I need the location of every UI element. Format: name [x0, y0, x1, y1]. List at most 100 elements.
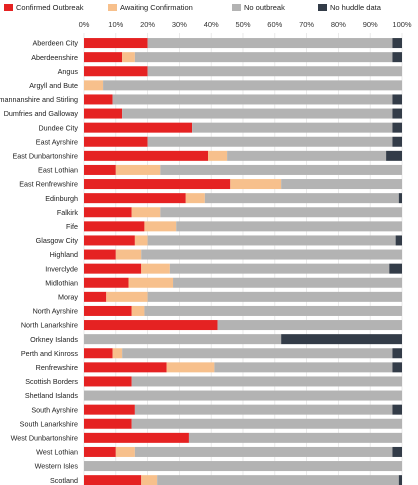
category-label: Fife: [66, 222, 78, 231]
bar-segment: [192, 122, 393, 133]
bar-segment: [112, 94, 393, 105]
bar-segment: [84, 179, 231, 190]
x-tick-label: 30%: [172, 20, 187, 29]
bar-segment: [147, 66, 402, 77]
category-label: Orkney Islands: [30, 335, 78, 344]
x-tick-label: 90%: [363, 20, 378, 29]
bar-segment: [103, 80, 402, 91]
bar-segment: [84, 418, 132, 429]
bar-segment: [131, 305, 145, 316]
category-label: Glasgow City: [36, 236, 79, 245]
category-label: Renfrewshire: [36, 363, 78, 372]
bar-segment: [204, 193, 399, 204]
bar-segment: [84, 221, 145, 232]
bar-segment: [131, 418, 402, 429]
bar-segment: [84, 136, 148, 147]
x-tick-label: 100%: [392, 20, 412, 29]
bar-segment: [84, 235, 135, 246]
bar-segment: [84, 38, 148, 49]
bar-segment: [141, 249, 403, 260]
category-label: North Lanarkshire: [21, 321, 78, 330]
category-label: Perth and Kinross: [21, 349, 79, 358]
bar-segment: [185, 193, 205, 204]
bar-segment: [131, 376, 402, 387]
bar-segment: [84, 376, 132, 387]
bar-segment: [84, 122, 193, 133]
category-label: South Lanarkshire: [20, 419, 78, 428]
bar-segment: [281, 179, 402, 190]
bar-segment: [84, 291, 107, 302]
bar-segment: [160, 207, 402, 218]
bar-segment: [84, 475, 142, 485]
bar-segment: [160, 164, 402, 175]
legend-label: No huddle data: [330, 2, 381, 12]
bar-segment: [84, 348, 113, 359]
bar-segment: [131, 207, 161, 218]
bar-segment: [84, 249, 116, 260]
bar-segment: [392, 122, 402, 133]
bar-segment: [84, 277, 129, 288]
category-label: East Renfrewshire: [19, 180, 78, 189]
bar-segment: [128, 277, 174, 288]
bar-segment: [122, 108, 393, 119]
bar-segment: [84, 320, 218, 331]
category-label: Aberdeenshire: [31, 53, 78, 62]
bar-segment: [214, 362, 393, 373]
bar-segment: [392, 404, 402, 415]
bar-segment: [134, 235, 148, 246]
bar-segment: [115, 164, 161, 175]
bar-segment: [84, 390, 402, 401]
bar-segment: [392, 348, 402, 359]
bar-segment: [147, 136, 393, 147]
bar-segment: [208, 150, 228, 161]
bar-segment: [134, 446, 393, 457]
bar-segment: [169, 263, 390, 274]
x-tick-label: 80%: [331, 20, 346, 29]
bar-segment: [134, 404, 393, 415]
x-tick-label: 20%: [140, 20, 155, 29]
bar-segment: [84, 94, 113, 105]
legend-label: No outbreak: [244, 2, 285, 12]
legend-swatch: [4, 3, 13, 11]
bar-segment: [395, 235, 402, 246]
bar-segment: [188, 432, 402, 443]
bar-segment: [134, 52, 393, 63]
category-label: South Ayrshire: [31, 405, 78, 414]
bar-segment: [392, 136, 402, 147]
category-label: Scottish Borders: [25, 377, 78, 386]
category-label: Edinburgh: [45, 194, 78, 203]
bar-segment: [398, 475, 402, 485]
category-label: Scotland: [50, 476, 78, 485]
category-label: Aberdeen City: [32, 39, 78, 48]
legend-swatch: [108, 3, 117, 11]
bar-segment: [106, 291, 148, 302]
bar-segment: [398, 193, 402, 204]
bar-segment: [147, 38, 393, 49]
bar-segment: [84, 362, 167, 373]
bar-segment: [84, 164, 116, 175]
bar-segment: [230, 179, 282, 190]
bar-segment: [392, 52, 402, 63]
category-label: Argyll and Bute: [29, 81, 78, 90]
x-tick-label: 40%: [204, 20, 219, 29]
bar-segment: [386, 150, 402, 161]
bar-segment: [227, 150, 387, 161]
bar-segment: [84, 52, 123, 63]
bar-segment: [281, 334, 402, 345]
category-label: Western Isles: [35, 462, 79, 471]
bar-segment: [84, 461, 402, 472]
bar-segment: [157, 475, 399, 485]
category-label: Moray: [58, 292, 78, 301]
bar-segment: [392, 108, 402, 119]
legend-swatch: [318, 3, 327, 11]
bar-segment: [144, 305, 403, 316]
bar-segment: [115, 249, 142, 260]
x-tick-label: 10%: [108, 20, 123, 29]
category-label: Inverclyde: [45, 264, 78, 273]
category-label: Dumfries and Galloway: [4, 109, 79, 118]
bar-segment: [392, 38, 402, 49]
bar-segment: [84, 193, 186, 204]
bar-segment: [392, 446, 402, 457]
bar-segment: [115, 446, 135, 457]
